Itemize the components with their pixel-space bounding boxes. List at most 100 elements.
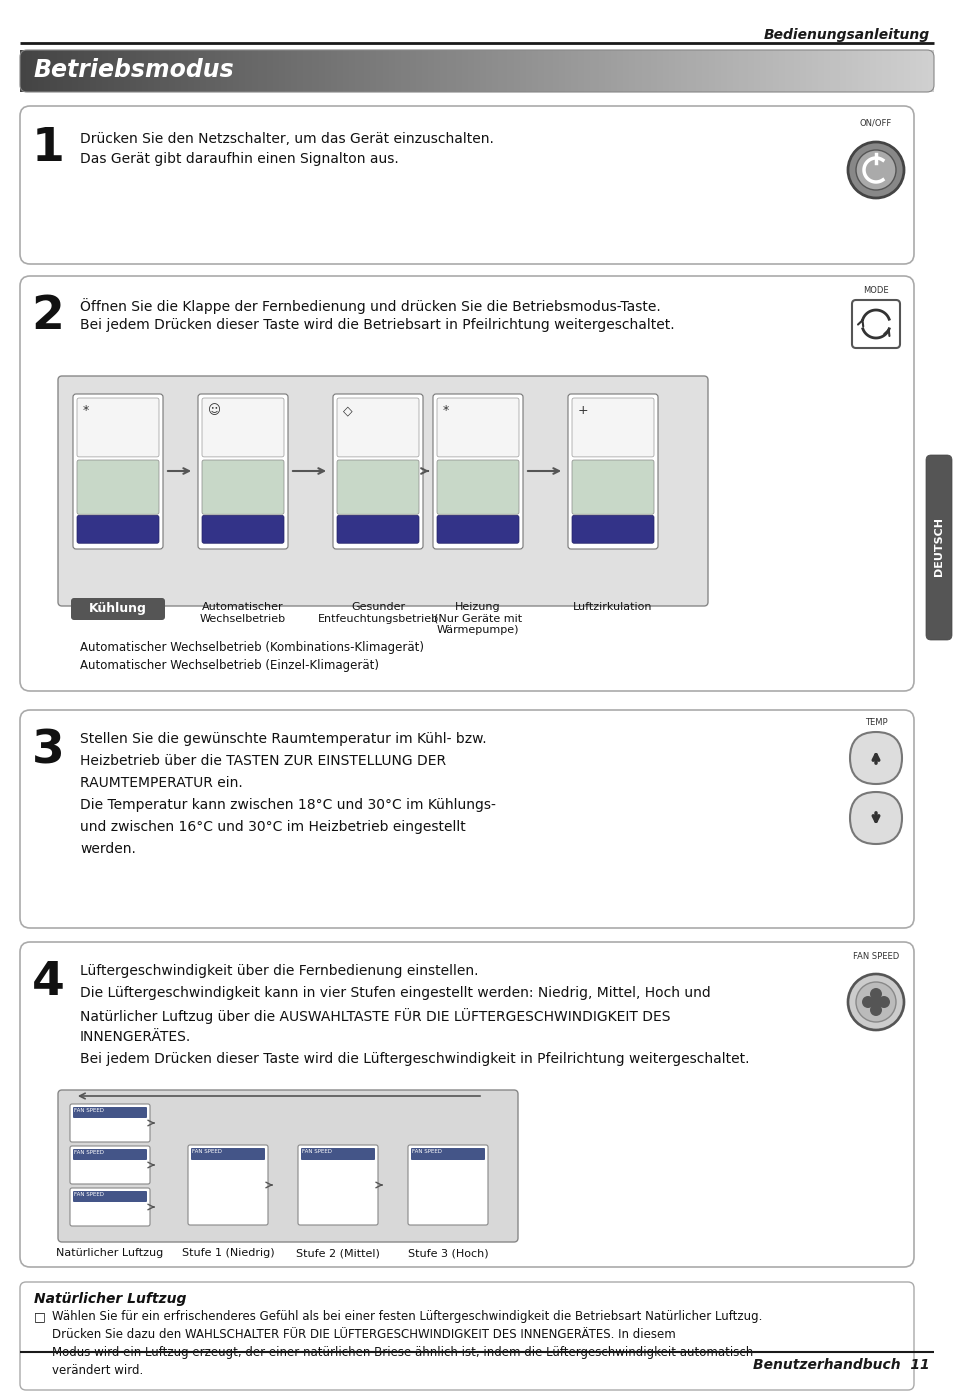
Bar	[611, 50, 614, 92]
Bar	[221, 50, 224, 92]
Text: FAN SPEED: FAN SPEED	[852, 952, 898, 960]
Bar	[632, 50, 636, 92]
Bar	[32, 50, 35, 92]
Bar	[750, 50, 754, 92]
Bar	[282, 50, 285, 92]
FancyBboxPatch shape	[20, 276, 913, 692]
Bar	[20, 50, 24, 92]
Bar	[729, 50, 733, 92]
Bar	[497, 50, 501, 92]
Bar	[169, 50, 172, 92]
Circle shape	[870, 997, 880, 1007]
Bar	[678, 50, 680, 92]
Bar	[376, 50, 379, 92]
Text: Gesunder
Entfeuchtungsbetrieb: Gesunder Entfeuchtungsbetrieb	[317, 602, 438, 623]
Text: Lüftergeschwindigkeit über die Fernbedienung einstellen.: Lüftergeschwindigkeit über die Fernbedie…	[80, 965, 478, 979]
FancyBboxPatch shape	[73, 393, 163, 549]
Bar	[392, 50, 395, 92]
Bar	[915, 50, 919, 92]
FancyBboxPatch shape	[436, 461, 518, 514]
Bar	[732, 50, 736, 92]
Bar	[656, 50, 659, 92]
FancyBboxPatch shape	[58, 1091, 517, 1242]
Bar	[342, 50, 346, 92]
Bar	[556, 50, 559, 92]
Text: FAN SPEED: FAN SPEED	[74, 1107, 104, 1113]
Text: Natürlicher Luftzug über die AUSWAHLTASTE FÜR DIE LÜFTERGESCHWINDIGKEIT DES: Natürlicher Luftzug über die AUSWAHLTAST…	[80, 1008, 670, 1023]
Bar	[267, 50, 270, 92]
Bar	[869, 50, 873, 92]
FancyBboxPatch shape	[925, 455, 951, 640]
Bar	[537, 50, 541, 92]
Bar	[912, 50, 915, 92]
Bar	[887, 50, 891, 92]
Bar	[41, 50, 45, 92]
Bar	[160, 50, 164, 92]
Bar	[382, 50, 386, 92]
FancyBboxPatch shape	[433, 393, 522, 549]
Bar	[671, 50, 675, 92]
Bar	[826, 50, 830, 92]
Bar	[492, 50, 496, 92]
Bar	[257, 50, 261, 92]
Bar	[553, 50, 557, 92]
FancyBboxPatch shape	[73, 1191, 147, 1203]
FancyBboxPatch shape	[436, 515, 518, 543]
Bar	[474, 50, 477, 92]
Bar	[139, 50, 142, 92]
Bar	[434, 50, 437, 92]
Text: Die Lüftergeschwindigkeit kann in vier Stufen eingestellt werden: Niedrig, Mitte: Die Lüftergeschwindigkeit kann in vier S…	[80, 986, 710, 1000]
Bar	[690, 50, 693, 92]
Bar	[800, 50, 802, 92]
FancyBboxPatch shape	[20, 710, 913, 928]
FancyBboxPatch shape	[297, 1145, 377, 1225]
Bar	[422, 50, 425, 92]
Bar	[772, 50, 775, 92]
Bar	[583, 50, 586, 92]
Bar	[495, 50, 498, 92]
Bar	[87, 50, 91, 92]
Bar	[443, 50, 447, 92]
Bar	[324, 50, 328, 92]
Text: Stufe 3 (Hoch): Stufe 3 (Hoch)	[407, 1247, 488, 1259]
Bar	[644, 50, 647, 92]
Bar	[263, 50, 267, 92]
Bar	[744, 50, 748, 92]
Bar	[370, 50, 374, 92]
Bar	[112, 50, 114, 92]
Circle shape	[855, 150, 895, 190]
Bar	[260, 50, 264, 92]
Bar	[252, 50, 254, 92]
Bar	[23, 50, 27, 92]
Bar	[622, 50, 626, 92]
Bar	[334, 50, 337, 92]
Bar	[844, 50, 848, 92]
Bar	[699, 50, 702, 92]
FancyBboxPatch shape	[411, 1148, 484, 1161]
Bar	[306, 50, 310, 92]
Bar	[130, 50, 133, 92]
Bar	[577, 50, 580, 92]
FancyBboxPatch shape	[849, 732, 901, 784]
Bar	[352, 50, 355, 92]
FancyBboxPatch shape	[572, 398, 654, 456]
Text: Automatischer Wechselbetrieb (Kombinations-Klimagerät): Automatischer Wechselbetrieb (Kombinatio…	[80, 641, 423, 654]
FancyBboxPatch shape	[71, 598, 165, 620]
Bar	[841, 50, 845, 92]
Text: Wählen Sie für ein erfrischenderes Gefühl als bei einer festen Lüftergeschwindig: Wählen Sie für ein erfrischenderes Gefüh…	[52, 1310, 761, 1323]
Bar	[416, 50, 419, 92]
Bar	[836, 50, 840, 92]
Bar	[48, 50, 51, 92]
Bar	[96, 50, 100, 92]
Bar	[546, 50, 550, 92]
Bar	[580, 50, 583, 92]
Bar	[59, 50, 63, 92]
Bar	[142, 50, 145, 92]
Text: FAN SPEED: FAN SPEED	[302, 1149, 332, 1154]
Bar	[504, 50, 507, 92]
Bar	[90, 50, 93, 92]
Bar	[696, 50, 700, 92]
Circle shape	[869, 988, 882, 1000]
FancyBboxPatch shape	[70, 1189, 150, 1226]
FancyBboxPatch shape	[436, 398, 518, 456]
